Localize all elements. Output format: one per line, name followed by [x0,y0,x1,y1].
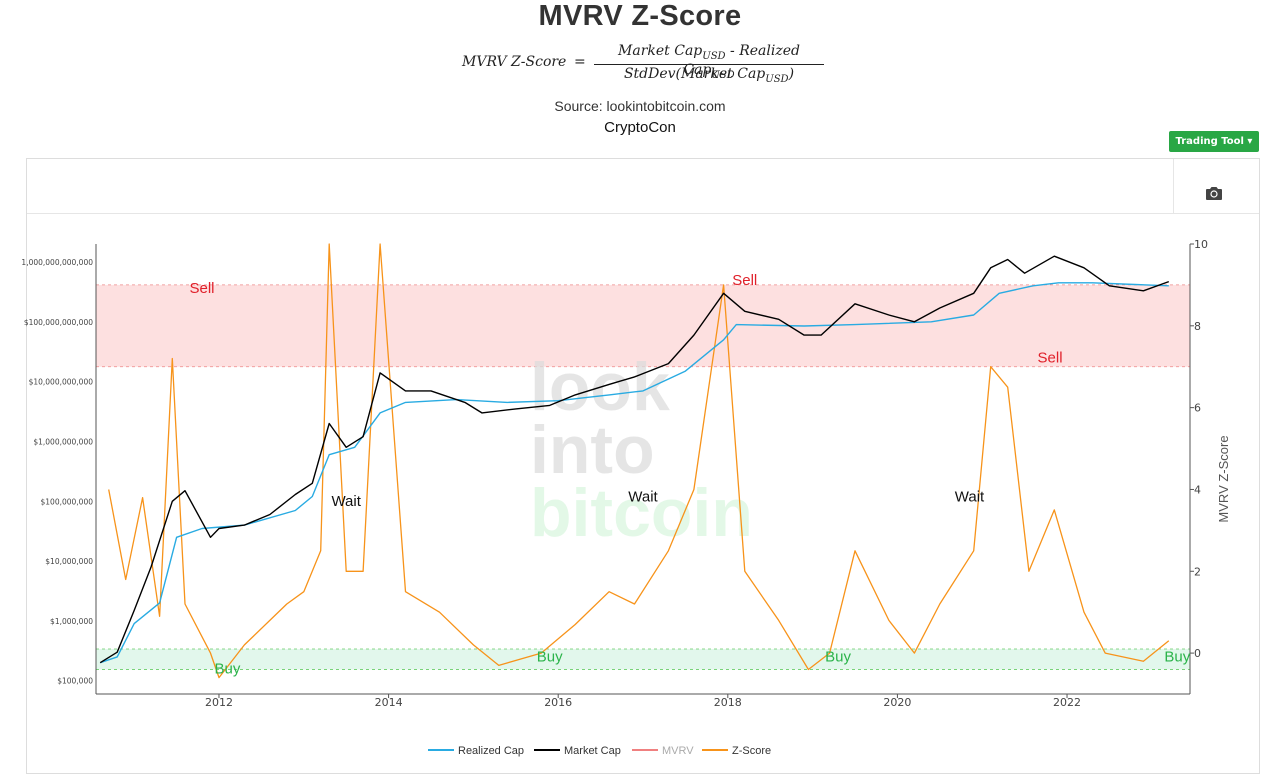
formula-subscript: USD [702,50,726,62]
sell-annotation: Sell [189,280,214,297]
watermark-word: bitcoin [530,475,753,551]
sell-annotation: Sell [732,272,757,289]
formula-numerator: Market CapUSD - Realized CapUSD [594,43,824,81]
formula-stddev: StdDev(Market Cap [623,66,766,82]
left-tick-label: 1,000,000,000,000 [21,258,93,267]
legend-item-label[interactable]: Market Cap [564,745,621,757]
buy-annotation: Buy [825,648,851,665]
right-tick-label: 0 [1194,647,1201,660]
buy-annotation: Buy [215,661,241,678]
buy-zone [96,649,1190,670]
chart-toolbar [27,159,1259,214]
z-score-series-line [108,243,1170,679]
watermark-word: into [530,412,655,488]
formula-denominator: StdDev(Market CapUSD) [594,66,824,85]
chart-title: MVRV Z-Score [538,0,742,32]
source-text: Source: lookintobitcoin.com [554,98,726,114]
formula-lhs: MVRV Z-Score [462,54,567,70]
wait-annotation: Wait [955,489,985,506]
mvrv-formula: MVRV Z-Score = Market CapUSD - Realized … [0,40,1280,86]
formula-close-paren: ) [788,66,795,82]
trading-tool-button[interactable]: Trading Tool ▾ [1169,131,1259,152]
x-tick-label: 2012 [205,696,233,709]
sell-zone [96,284,1190,367]
right-tick-label: 8 [1194,320,1201,333]
right-tick-label: 4 [1194,483,1201,496]
x-tick-label: 2018 [714,696,742,709]
formula-realized-cap: Realized Cap [683,43,800,78]
market-cap-series-line [99,255,1170,664]
formula-subscript: USD [765,73,789,85]
right-tick-label: 2 [1194,565,1201,578]
left-tick-label: $1,000,000 [50,617,93,626]
realized-cap-series-line [99,282,1169,664]
author-text: CryptoCon [604,119,676,136]
wait-annotation: Wait [628,489,658,506]
legend-item-label[interactable]: Realized Cap [458,745,524,757]
buy-annotation: Buy [537,648,563,665]
legend-item-label[interactable]: MVRV [662,745,694,757]
left-tick-label: $100,000 [57,677,93,686]
formula-minus: - [725,43,740,59]
formula-equals: = [574,54,586,70]
x-tick-label: 2022 [1053,696,1081,709]
right-tick-label: 10 [1194,238,1208,251]
buy-annotation: Buy [1164,648,1190,665]
legend-item-label[interactable]: Z-Score [732,745,771,757]
right-axis-title: MVRV Z-Score [1216,435,1231,522]
left-tick-label: $100,000,000,000 [24,318,93,327]
formula-subscript: USD [711,69,735,81]
x-tick-label: 2014 [375,696,403,709]
toolbar-divider [1173,159,1174,213]
x-tick-label: 2020 [883,696,911,709]
left-tick-label: $10,000,000,000 [29,378,94,387]
formula-market-cap: Market Cap [618,43,703,59]
right-tick-label: 6 [1194,402,1201,415]
camera-icon[interactable] [1205,185,1223,201]
left-tick-label: $1,000,000,000 [33,437,93,446]
wait-annotation: Wait [331,493,361,510]
formula-fraction-bar [594,64,824,65]
x-tick-label: 2016 [544,696,572,709]
left-tick-label: $100,000,000 [41,497,94,506]
left-tick-label: $10,000,000 [45,557,93,566]
sell-annotation: Sell [1038,350,1063,367]
